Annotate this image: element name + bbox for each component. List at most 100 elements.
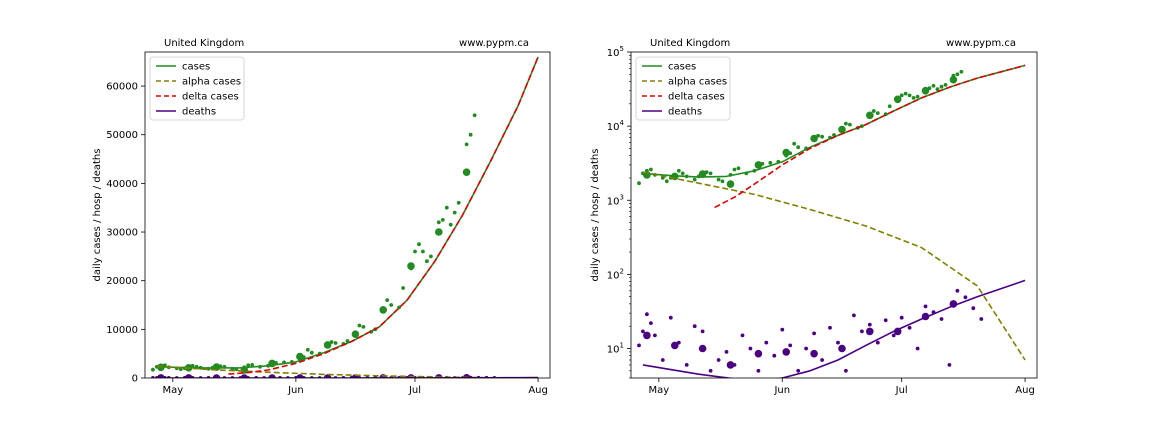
data-point: [959, 69, 964, 74]
legend-label: deaths: [668, 107, 702, 118]
data-point: [726, 180, 735, 188]
data-point: [915, 94, 920, 99]
data-point: [899, 93, 904, 98]
data-point: [429, 254, 433, 259]
data-point: [379, 306, 388, 314]
axes-frame: [144, 51, 551, 379]
data-point: [810, 134, 818, 143]
data-point: [468, 132, 473, 137]
x-tick-label: May: [162, 385, 183, 396]
y-tick-label: 0: [132, 374, 138, 385]
data-point: [268, 374, 276, 378]
y-tick-label: 105: [607, 45, 624, 59]
x-tick-label: Jul: [408, 385, 421, 396]
data-point: [684, 363, 689, 367]
data-point: [157, 374, 165, 378]
data-point: [955, 72, 960, 77]
data-point: [979, 317, 984, 321]
data-point: [676, 168, 681, 173]
data-point: [782, 148, 790, 157]
series-line-delta-cases: [714, 64, 1026, 209]
data-point: [844, 368, 848, 373]
data-point: [357, 323, 362, 328]
data-point: [250, 363, 255, 367]
data-point: [820, 134, 824, 139]
data-point: [351, 330, 360, 339]
y-tick-label: 101: [607, 342, 624, 356]
data-point: [736, 166, 741, 171]
legend-label: delta cases: [182, 92, 239, 103]
data-point: [887, 104, 892, 109]
data-point: [875, 111, 880, 115]
data-point: [754, 349, 763, 358]
data-point: [212, 374, 221, 378]
series-line-deaths: [642, 279, 1026, 378]
y-tick-label: 104: [607, 119, 625, 133]
data-point: [939, 84, 944, 89]
x-tick-label: Aug: [528, 385, 548, 396]
data-point: [852, 313, 856, 318]
data-point: [692, 324, 697, 329]
data-point: [867, 322, 872, 327]
data-point: [844, 121, 848, 126]
series-line-alpha-cases: [642, 171, 1026, 361]
data-point: [943, 83, 948, 87]
data-point: [891, 333, 896, 338]
chart-panel-2: May Jun Jul Aug 101 102 103 104 105 daily cases /…: [590, 38, 1038, 396]
data-point: [184, 374, 193, 378]
data-point: [692, 177, 697, 182]
data-point: [440, 218, 445, 222]
legend-label: deaths: [182, 107, 216, 118]
y-tick-label: 102: [607, 267, 624, 281]
y-tick-label: 103: [607, 193, 624, 207]
data-point: [772, 353, 777, 358]
data-point: [935, 87, 940, 92]
data-point: [828, 325, 832, 330]
data-point: [810, 349, 818, 358]
data-point: [848, 122, 852, 127]
data-point: [641, 329, 645, 334]
data-point: [444, 205, 449, 210]
legend-label: alpha cases: [182, 77, 241, 88]
data-point: [893, 95, 902, 104]
data-point: [649, 321, 653, 325]
data-point: [883, 318, 888, 323]
data-point: [820, 358, 824, 362]
legend-box: [149, 56, 245, 121]
legend-label: delta cases: [668, 92, 725, 103]
y-tick-label: 10000: [106, 325, 138, 336]
data-point: [361, 325, 366, 329]
y-tick-label: 40000: [106, 179, 138, 190]
x-tick-label: Jul: [895, 385, 908, 396]
data-point: [899, 315, 904, 320]
chart-panel-1: May Jun Jul Aug 0 10000 20000 30000 40000 50000 60…: [92, 38, 551, 396]
data-point: [903, 91, 908, 96]
data-point: [971, 306, 976, 311]
data-point: [436, 220, 441, 225]
data-point: [246, 363, 251, 368]
legend-label: cases: [668, 62, 696, 73]
data-point: [425, 259, 429, 264]
data-point: [417, 242, 421, 247]
data-point: [698, 170, 707, 178]
title-right: www.pypm.ca: [946, 38, 1016, 49]
data-point: [296, 352, 304, 361]
title-left: United Kingdom: [164, 38, 244, 49]
data-point: [732, 167, 737, 172]
data-point: [716, 358, 721, 362]
legend-label: alpha cases: [668, 77, 727, 88]
data-point: [866, 111, 874, 120]
data-point: [151, 376, 155, 378]
axes-frame: [630, 51, 1038, 379]
y-tick-label: 20000: [106, 276, 138, 287]
scatter-deaths-daily: [637, 288, 984, 373]
data-point: [333, 341, 338, 345]
legend-label: cases: [182, 62, 210, 73]
data-point: [389, 303, 394, 307]
series-line-delta-cases: [228, 56, 539, 375]
data-point: [764, 340, 769, 345]
legend-box: [635, 56, 731, 121]
data-point: [452, 210, 457, 215]
y-tick-label: 60000: [106, 82, 138, 93]
